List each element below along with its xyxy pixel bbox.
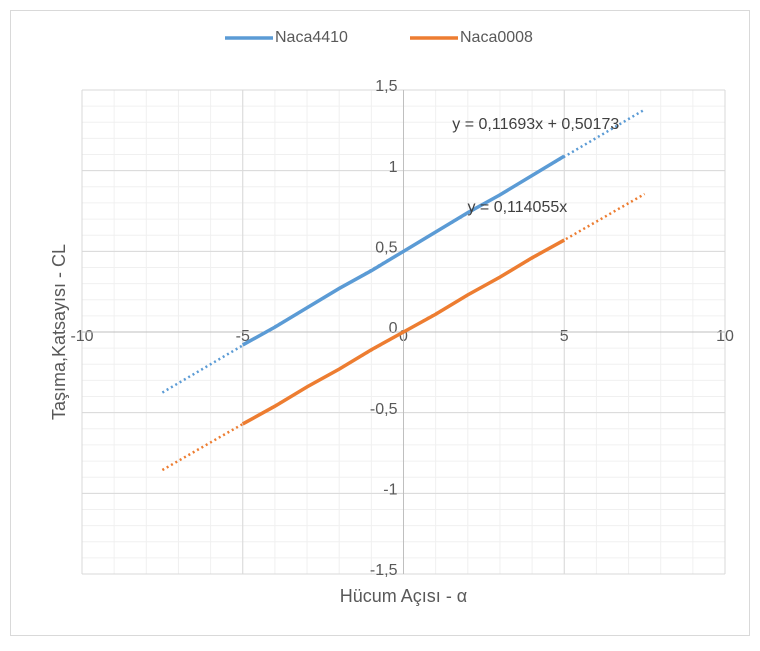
- y-axis-title: Taşıma,Katsayısı - CL: [49, 244, 69, 420]
- y-tick-label: 1: [389, 159, 398, 176]
- y-tick-label: -1,5: [370, 562, 398, 579]
- y-tick-label: 0: [389, 320, 398, 337]
- y-tick-label: -0,5: [370, 401, 398, 418]
- x-tick-label: 10: [716, 328, 734, 345]
- trendline-label: y = 0,114055x: [467, 199, 567, 216]
- y-tick-label: 1,5: [375, 78, 397, 95]
- series-line: [241, 238, 566, 426]
- series-line: [241, 154, 566, 347]
- legend-label: Naca4410: [275, 29, 348, 46]
- trendline-label: y = 0,11693x + 0,50173: [452, 116, 619, 133]
- legend-label: Naca0008: [460, 29, 533, 46]
- y-tick-label: 0,5: [375, 240, 397, 257]
- x-tick-label: -10: [70, 328, 93, 345]
- x-tick-label: 5: [560, 328, 569, 345]
- x-axis-title: Hücum Açısı - α: [340, 586, 467, 606]
- y-tick-label: -1: [383, 482, 397, 499]
- chart-border: [10, 10, 750, 636]
